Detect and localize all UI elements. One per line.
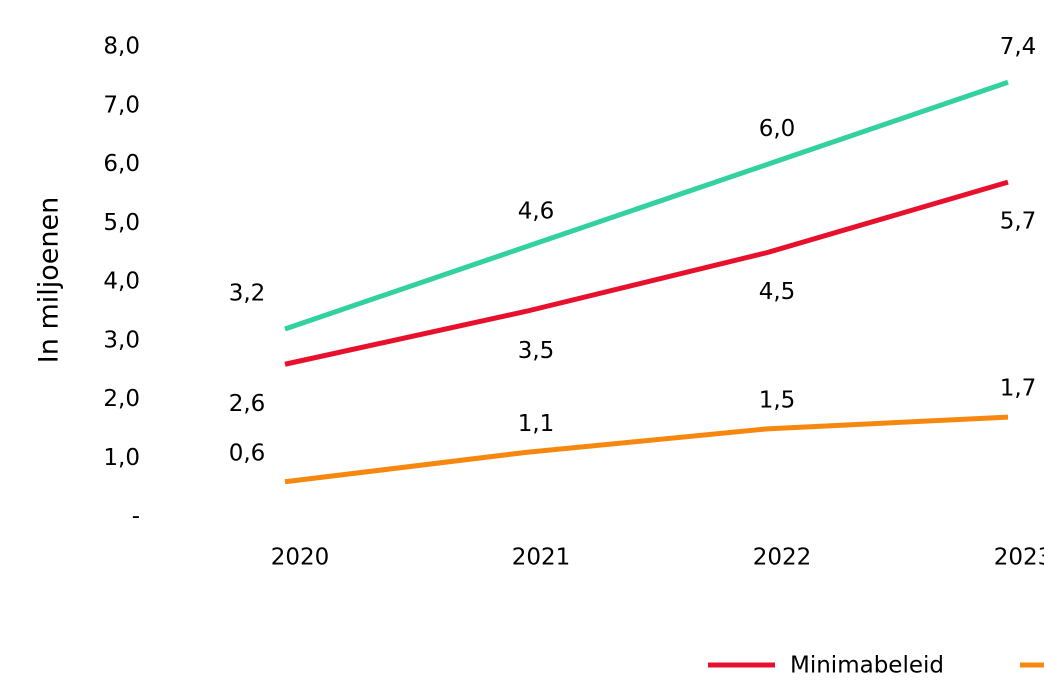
data-label: 4,5 (759, 279, 796, 305)
data-label: 0,6 (229, 440, 266, 466)
data-label: 7,4 (1000, 34, 1037, 60)
y-tick-label: - (132, 504, 140, 530)
data-label: 6,0 (759, 116, 796, 142)
data-label: 3,5 (518, 338, 555, 364)
x-tick-label: 2020 (271, 545, 330, 571)
y-tick-label: 8,0 (103, 34, 140, 60)
y-tick-label: 4,0 (103, 269, 140, 295)
y-axis-title: In miljoenen (34, 197, 65, 363)
y-tick-label: 6,0 (103, 151, 140, 177)
y-tick-label: 3,0 (103, 327, 140, 353)
x-tick-label: 2022 (753, 545, 812, 571)
data-label: 2,6 (229, 391, 266, 417)
line (284, 414, 1009, 485)
y-tick-label: 2,0 (103, 386, 140, 412)
x-tick-label: 2021 (512, 545, 571, 571)
line (284, 179, 1009, 367)
line (284, 79, 1009, 332)
legend-label: Minimabeleid (790, 653, 944, 679)
data-label: 1,5 (759, 387, 796, 413)
y-tick-label: 1,0 (103, 445, 140, 471)
data-label: 3,2 (229, 281, 266, 307)
data-label: 1,1 (518, 411, 555, 437)
data-label: 1,7 (1000, 376, 1037, 402)
data-label: 5,7 (1000, 209, 1037, 235)
data-label: 4,6 (518, 198, 555, 224)
y-tick-label: 5,0 (103, 210, 140, 236)
y-tick-label: 7,0 (103, 92, 140, 118)
